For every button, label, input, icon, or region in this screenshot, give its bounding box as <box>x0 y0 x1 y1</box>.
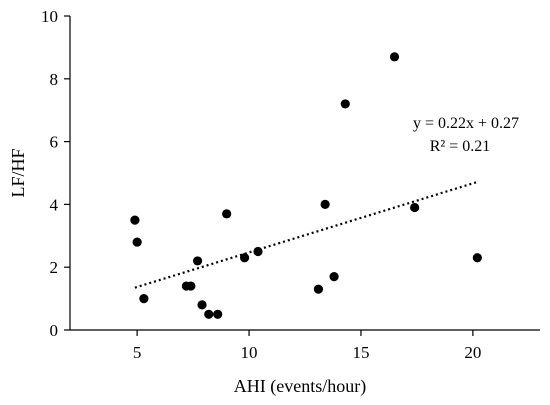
x-tick-label: 5 <box>133 343 142 362</box>
x-tick-label: 10 <box>241 343 258 362</box>
data-point <box>340 99 350 109</box>
data-point <box>186 281 196 291</box>
data-point <box>132 237 142 247</box>
y-tick-label: 4 <box>50 195 59 214</box>
axes <box>69 16 540 331</box>
data-point <box>410 202 420 213</box>
data-point <box>329 272 339 282</box>
data-point <box>130 215 140 225</box>
data-point <box>197 300 207 310</box>
y-tick-label: 10 <box>41 7 58 26</box>
x-axis-label: AHI (events/hour) <box>234 376 366 397</box>
data-point <box>204 309 214 319</box>
data-point <box>389 52 400 62</box>
trendline <box>134 180 478 289</box>
y-tick-label: 8 <box>50 70 59 89</box>
data-point <box>213 309 223 319</box>
r-squared-label: R² = 0.21 <box>430 138 491 155</box>
ticks: 0 2 4 6 8 10 5 10 15 20 <box>41 7 481 362</box>
data-point <box>472 253 482 263</box>
data-point <box>192 256 203 266</box>
y-axis-label: LF/HF <box>8 148 28 197</box>
data-point <box>239 253 250 263</box>
data-point <box>313 284 324 294</box>
x-tick-label: 15 <box>352 343 369 362</box>
data-point <box>253 246 263 257</box>
y-tick-label: 2 <box>50 258 59 277</box>
data-point <box>139 294 149 304</box>
x-tick-label: 20 <box>464 343 481 362</box>
y-tick-label: 0 <box>50 321 59 340</box>
points-group <box>130 52 482 319</box>
trendline-equation: y = 0.22x + 0.27 <box>413 115 519 132</box>
trendline-group <box>134 180 478 289</box>
data-point <box>320 199 330 209</box>
data-point <box>222 209 232 219</box>
y-tick-label: 6 <box>50 133 59 152</box>
